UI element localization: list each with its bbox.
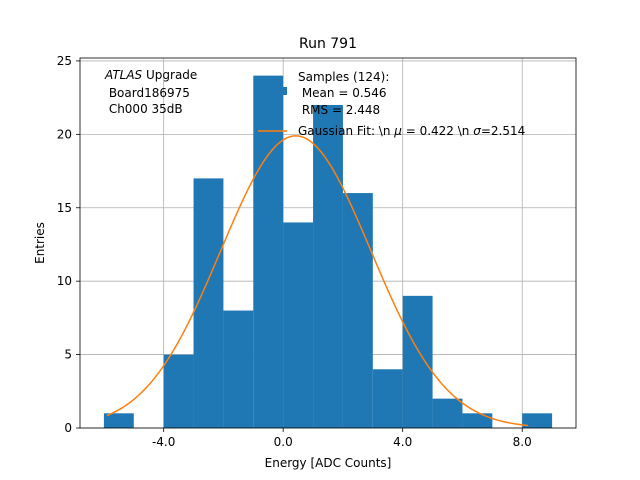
atlas-annotation: ATLAS Upgrade Board186975 Ch000 35dB xyxy=(104,68,197,116)
legend-fit-prefix: Gaussian Fit: \n xyxy=(298,124,394,138)
histogram-bar-8 xyxy=(342,193,373,428)
y-tick-label-5: 25 xyxy=(57,54,72,68)
legend-fit-mid: = 0.422 \n xyxy=(402,124,473,138)
annotation-channel: Ch000 35dB xyxy=(105,102,183,116)
histogram-bar-14 xyxy=(522,413,553,428)
legend-fit-mu: μ xyxy=(393,124,402,138)
histogram-bar-0 xyxy=(103,413,134,428)
y-tick-label-4: 20 xyxy=(57,127,72,141)
histogram-bar-10 xyxy=(402,295,433,428)
legend-samples-swatch xyxy=(281,87,287,95)
histogram-bar-2 xyxy=(163,354,194,428)
gaussian-fit-curve xyxy=(106,135,529,427)
annotation-board: Board186975 xyxy=(105,86,190,100)
x-tick-label-1: 0.0 xyxy=(274,435,293,449)
histogram-bar-9 xyxy=(372,369,403,428)
histogram-bar-7 xyxy=(313,104,343,428)
legend-fit-suffix: =2.514 xyxy=(481,124,525,138)
y-tick-label-0: 0 xyxy=(64,421,72,435)
legend: Samples (124): Mean = 0.546 RMS = 2.448 … xyxy=(258,70,525,138)
x-axis-ticks: -4.0 0.0 4.0 8.0 xyxy=(152,428,532,449)
histogram-bar-11 xyxy=(432,398,463,428)
legend-samples-title: Samples (124): xyxy=(298,70,389,84)
legend-fit-label: Gaussian Fit: \n μ = 0.422 \n σ=2.514 xyxy=(298,124,525,138)
y-tick-label-3: 15 xyxy=(57,201,72,215)
legend-mean: Mean = 0.546 xyxy=(298,86,387,100)
annotation-upgrade: Upgrade xyxy=(142,68,197,82)
y-tick-label-2: 10 xyxy=(57,274,72,288)
x-axis-label: Energy [ADC Counts] xyxy=(265,456,392,470)
x-tick-label-2: 4.0 xyxy=(393,435,412,449)
histogram-bar-6 xyxy=(283,222,314,428)
annotation-atlas: ATLAS xyxy=(104,68,143,82)
histogram-bar-5 xyxy=(253,75,284,428)
histogram-bar-12 xyxy=(462,413,493,428)
x-tick-label-3: 8.0 xyxy=(513,435,532,449)
y-axis-ticks: 0 5 10 15 20 25 xyxy=(57,54,80,435)
chart-title: Run 791 xyxy=(299,36,357,52)
annotation-line-1: ATLAS Upgrade xyxy=(104,68,197,82)
x-tick-label-0: -4.0 xyxy=(152,435,175,449)
legend-rms: RMS = 2.448 xyxy=(298,103,380,117)
y-tick-label-1: 5 xyxy=(64,348,72,362)
plot-frame xyxy=(79,57,577,429)
y-axis-label: Entries xyxy=(33,222,47,264)
legend-fit-sigma: σ xyxy=(473,124,481,138)
histogram-bar-4 xyxy=(223,310,254,428)
histogram-bars xyxy=(103,75,553,428)
